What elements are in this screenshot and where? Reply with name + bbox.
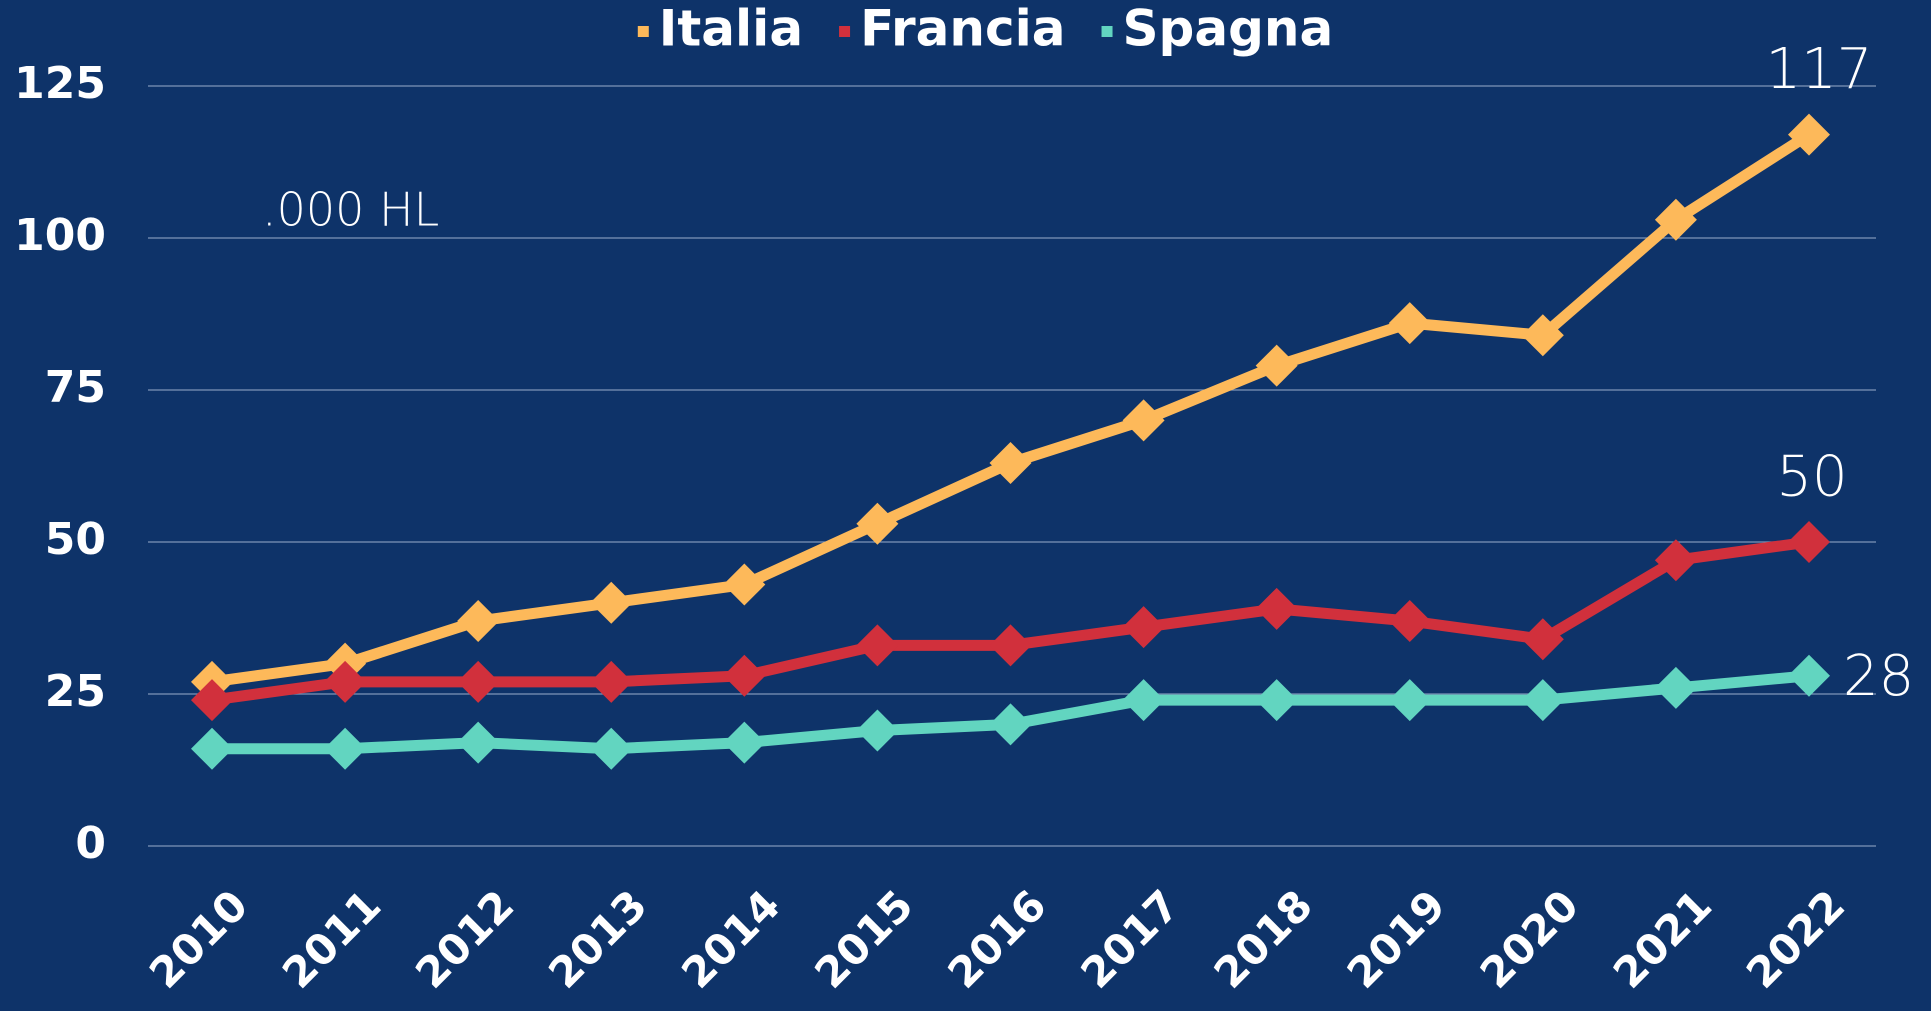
end-value-label: 28 [1843, 644, 1914, 709]
y-tick-label: 50 [45, 514, 106, 565]
y-tick-label: 125 [14, 58, 106, 109]
legend-marker [839, 26, 851, 37]
point-marker [856, 502, 899, 545]
point-marker [1654, 666, 1697, 709]
point-marker [457, 600, 500, 643]
legend-label: Spagna [1123, 0, 1334, 58]
end-value-label: 117 [1766, 37, 1873, 102]
point-marker [590, 581, 633, 624]
point-marker [1255, 344, 1298, 387]
y-tick-label: 100 [14, 210, 106, 261]
y-tick-label: 25 [45, 666, 106, 717]
point-marker [457, 721, 500, 764]
point-marker [1255, 679, 1298, 722]
point-marker [723, 654, 766, 697]
point-marker [1388, 679, 1431, 722]
point-marker [723, 721, 766, 764]
unit-label: .000 HL [262, 183, 439, 237]
point-marker [1122, 606, 1165, 649]
point-marker [1788, 113, 1830, 156]
point-marker [1388, 302, 1431, 345]
legend-label: Italia [659, 0, 803, 58]
point-marker [324, 660, 367, 703]
point-marker [1255, 587, 1298, 630]
point-marker [1788, 654, 1830, 697]
point-marker [989, 624, 1032, 667]
point-marker [191, 679, 233, 722]
point-marker [1654, 539, 1697, 582]
point-marker [856, 624, 899, 667]
point-marker [856, 709, 899, 752]
point-marker [1122, 399, 1165, 442]
point-marker [590, 727, 633, 770]
legend-marker [1101, 26, 1113, 37]
point-marker [1388, 600, 1431, 643]
point-marker [1654, 198, 1697, 241]
point-marker [989, 703, 1032, 746]
point-marker [1788, 521, 1830, 563]
legend-marker [637, 26, 649, 37]
point-marker [590, 660, 633, 703]
point-marker [1521, 314, 1564, 357]
point-marker [1122, 679, 1165, 722]
legend-label: Francia [860, 0, 1065, 58]
point-marker [1521, 679, 1564, 722]
point-marker [989, 441, 1032, 484]
point-marker [723, 563, 766, 606]
point-marker [1521, 618, 1564, 661]
point-marker [191, 727, 233, 770]
point-marker [324, 727, 367, 770]
y-tick-label: 75 [45, 362, 106, 413]
y-tick-label: 0 [75, 818, 106, 869]
point-marker [457, 660, 500, 703]
end-value-label: 50 [1776, 444, 1847, 509]
